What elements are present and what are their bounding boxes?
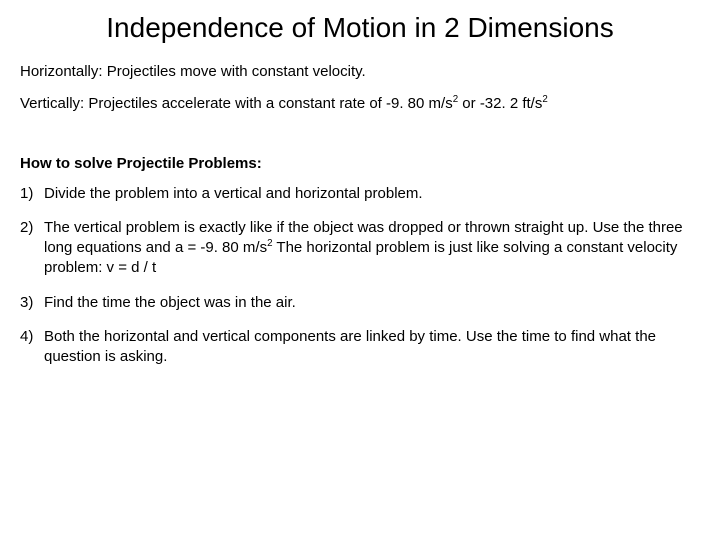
list-item-number: 1) bbox=[20, 184, 44, 204]
list-item-body: Both the horizontal and vertical compone… bbox=[44, 327, 700, 368]
vertical-text-b: or -32. 2 ft/s bbox=[458, 95, 542, 112]
section-heading: How to solve Projectile Problems: bbox=[20, 155, 700, 172]
steps-list: 1)Divide the problem into a vertical and… bbox=[20, 184, 700, 368]
list-item-number: 3) bbox=[20, 293, 44, 313]
horizontal-text: Projectiles move with constant velocity. bbox=[107, 63, 366, 80]
vertical-exp-2: 2 bbox=[542, 94, 547, 105]
horizontal-statement: Horizontally: Projectiles move with cons… bbox=[20, 62, 700, 82]
list-item-body: Find the time the object was in the air. bbox=[44, 293, 700, 313]
vertical-label: Vertically: bbox=[20, 95, 88, 112]
horizontal-label: Horizontally: bbox=[20, 63, 107, 80]
vertical-statement: Vertically: Projectiles accelerate with … bbox=[20, 94, 700, 114]
list-item-text: Both the horizontal and vertical compone… bbox=[44, 328, 656, 365]
vertical-text-a: Projectiles accelerate with a constant r… bbox=[88, 95, 452, 112]
list-item: 1)Divide the problem into a vertical and… bbox=[20, 184, 700, 204]
slide-title: Independence of Motion in 2 Dimensions bbox=[20, 12, 700, 44]
list-item: 3)Find the time the object was in the ai… bbox=[20, 293, 700, 313]
list-item-text: Divide the problem into a vertical and h… bbox=[44, 185, 423, 202]
list-item: 2)The vertical problem is exactly like i… bbox=[20, 218, 700, 279]
list-item-number: 2) bbox=[20, 218, 44, 279]
list-item: 4)Both the horizontal and vertical compo… bbox=[20, 327, 700, 368]
list-item-text: Find the time the object was in the air. bbox=[44, 294, 296, 311]
list-item-number: 4) bbox=[20, 327, 44, 368]
list-item-body: The vertical problem is exactly like if … bbox=[44, 218, 700, 279]
list-item-body: Divide the problem into a vertical and h… bbox=[44, 184, 700, 204]
